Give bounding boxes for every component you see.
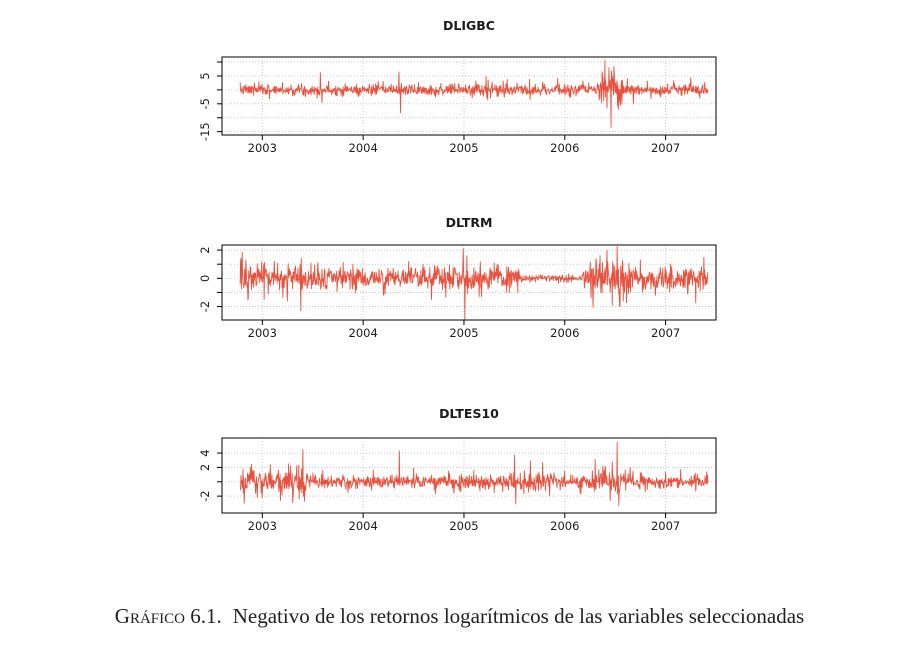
x-axis-tick-label: 2003 xyxy=(248,141,277,155)
x-axis-tick-label: 2004 xyxy=(349,141,378,155)
series-line xyxy=(239,60,709,128)
y-axis-tick-label: 2 xyxy=(198,464,212,471)
y-axis-tick-label: 2 xyxy=(198,246,212,253)
caption-label: Gráfico 6.1. xyxy=(114,604,222,628)
y-axis-tick-label: 5 xyxy=(198,72,212,79)
figure-caption: Gráfico 6.1. Negativo de los retornos log… xyxy=(0,604,919,629)
x-axis-tick-label: 2003 xyxy=(248,326,277,340)
x-axis-tick-label: 2004 xyxy=(349,326,378,340)
plot-area-dltes10: 2003 2004 2005 2006 2007 4 2 -2 xyxy=(198,437,717,533)
y-axis-tick-label: -5 xyxy=(198,98,212,109)
plot-box xyxy=(221,244,717,321)
series-line xyxy=(239,246,709,320)
y-axis-tick-label: -15 xyxy=(198,122,212,141)
x-axis-tick-label: 2007 xyxy=(651,519,680,533)
x-axis-tick-label: 2005 xyxy=(449,519,478,533)
y-axis-tick-label: -2 xyxy=(198,490,212,501)
series-line xyxy=(239,441,709,506)
plot-box xyxy=(221,437,717,514)
y-axis-tick-label: 4 xyxy=(198,449,212,456)
y-axis-tick-label: -2 xyxy=(198,301,212,312)
caption-text: Negativo de los retornos logarítmicos de… xyxy=(232,604,805,628)
x-axis-tick-label: 2006 xyxy=(550,326,579,340)
chart-title-dligbc: DLIGBC xyxy=(443,18,495,33)
y-axis-tick-label: 0 xyxy=(198,275,212,282)
x-axis-tick-label: 2007 xyxy=(651,141,680,155)
chart-title-dltes10: DLTES10 xyxy=(439,406,499,421)
plot-area-dltrm: 2003 2004 2005 2006 2007 2 0 -2 xyxy=(198,244,717,340)
plot-area-dligbc: 2003 2004 2005 2006 2007 5 -5 -15 xyxy=(198,56,717,155)
plot-box xyxy=(221,56,717,136)
x-axis-tick-label: 2004 xyxy=(349,519,378,533)
x-axis-tick-label: 2003 xyxy=(248,519,277,533)
chart-title-dltrm: DLTRM xyxy=(445,215,493,230)
x-axis-tick-label: 2005 xyxy=(449,141,478,155)
x-axis-tick-label: 2006 xyxy=(550,519,579,533)
x-axis-tick-label: 2006 xyxy=(550,141,579,155)
x-axis-tick-label: 2005 xyxy=(449,326,478,340)
x-axis-tick-label: 2007 xyxy=(651,326,680,340)
